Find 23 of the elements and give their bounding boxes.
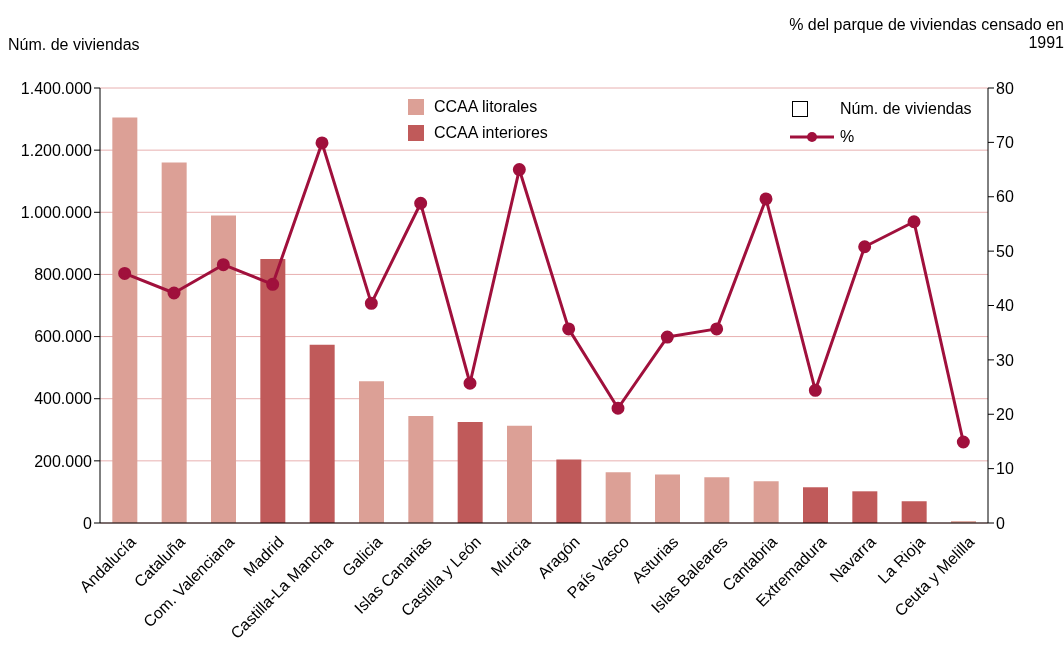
y2-tick-label: 50 xyxy=(996,242,1014,260)
y-axis-title: Núm. de viviendas xyxy=(8,36,140,54)
y-tick-label: 0 xyxy=(83,514,93,532)
y-tick-label: 1.400.000 xyxy=(20,79,93,97)
y2-tick-label: 20 xyxy=(996,405,1014,423)
y2-tick-label: 60 xyxy=(996,188,1014,206)
legend-label: CCAA litorales xyxy=(433,97,539,117)
y2-tick-label: 40 xyxy=(996,297,1014,315)
y2-tick-label: 80 xyxy=(996,79,1014,97)
y2-tick-label: 70 xyxy=(996,134,1014,152)
legend-label: % xyxy=(839,127,856,147)
y-tick-label: 400.000 xyxy=(34,390,93,408)
y2-tick-label: 10 xyxy=(996,460,1014,478)
y-tick-label: 200.000 xyxy=(34,452,93,470)
annotation: Núm. de viviendas xyxy=(839,99,972,119)
y-tick-label: 1.000.000 xyxy=(20,203,93,221)
y-tick-label: 1.200.000 xyxy=(20,141,93,159)
y2-axis-title: % del parque de viviendas censado en 1991 xyxy=(788,16,1064,52)
y2-tick-label: 30 xyxy=(996,351,1014,369)
y-tick-label: 800.000 xyxy=(34,266,93,284)
y-tick-label: 600.000 xyxy=(34,328,93,346)
legend-label: CCAA interiores xyxy=(433,123,548,143)
y2-tick-label: 0 xyxy=(996,514,1005,532)
